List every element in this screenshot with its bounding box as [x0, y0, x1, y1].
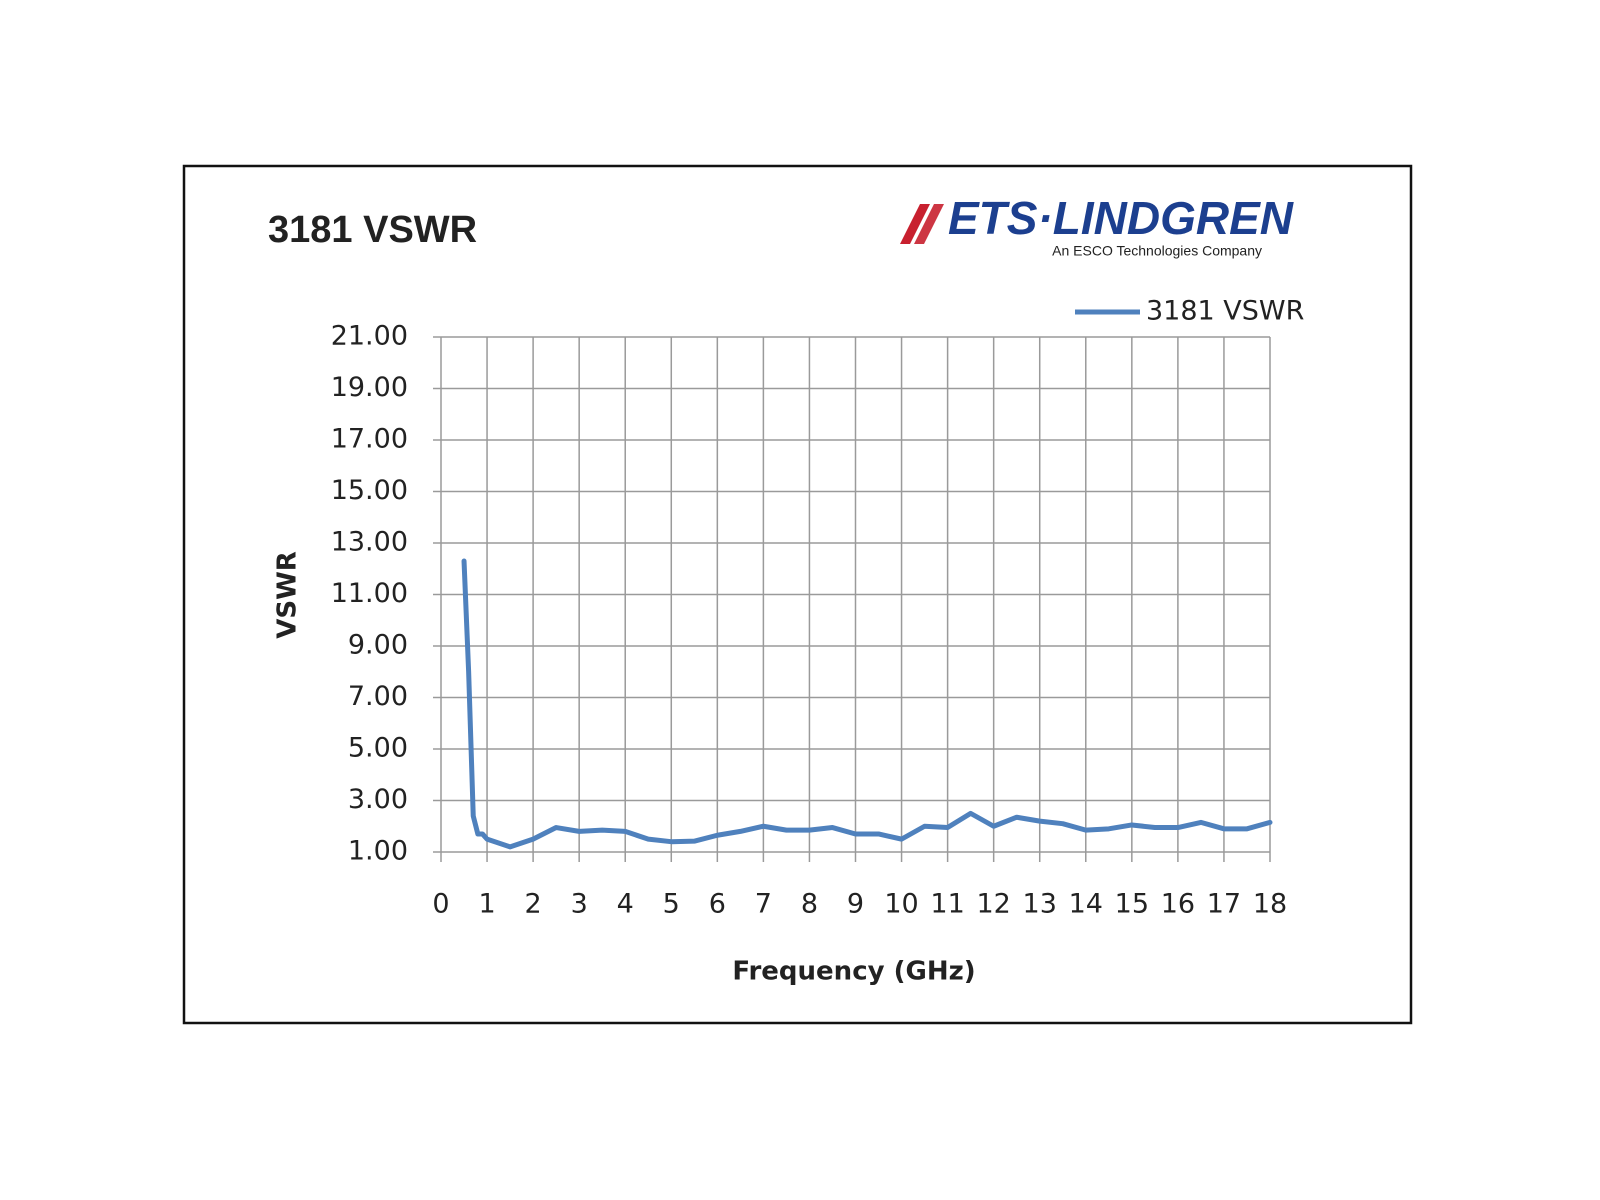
x-tick-label: 14 [1069, 889, 1103, 920]
y-tick-label: 5.00 [348, 733, 408, 764]
x-tick-label: 5 [663, 889, 680, 920]
data-line [461, 558, 1273, 850]
logo-name: ETS·LINDGREN [948, 192, 1294, 244]
y-tick-label: 7.00 [348, 681, 408, 712]
x-tick-label: 1 [478, 889, 495, 920]
y-tick-label: 15.00 [331, 475, 408, 506]
legend-label: 3181 VSWR [1146, 296, 1304, 327]
x-tick-label: 0 [432, 889, 449, 920]
x-tick-label: 9 [847, 889, 864, 920]
logo-tagline: An ESCO Technologies Company [1052, 243, 1262, 259]
x-tick-label: 10 [884, 889, 918, 920]
logo-mark [900, 204, 944, 244]
y-tick-label: 21.00 [331, 321, 408, 352]
y-axis-title: VSWR [273, 551, 303, 639]
x-tick-label: 2 [525, 889, 542, 920]
y-tick-label: 13.00 [331, 527, 408, 558]
x-axis-title: Frequency (GHz) [732, 957, 975, 987]
y-tick-label: 19.00 [331, 372, 408, 403]
x-tick-label: 7 [755, 889, 772, 920]
x-tick-label: 15 [1115, 889, 1149, 920]
x-tick-label: 12 [976, 889, 1010, 920]
y-tick-label: 11.00 [331, 578, 408, 609]
y-tick-label: 9.00 [348, 630, 408, 661]
x-tick-label: 3 [571, 889, 588, 920]
y-tick-label: 3.00 [348, 784, 408, 815]
x-tick-label: 13 [1023, 889, 1057, 920]
x-tick-label: 8 [801, 889, 818, 920]
x-tick-label: 18 [1253, 889, 1287, 920]
x-tick-label: 4 [617, 889, 634, 920]
x-tick-label: 17 [1207, 889, 1241, 920]
chart-title: 3181 VSWR [268, 209, 477, 251]
x-tick-label: 6 [709, 889, 726, 920]
y-tick-label: 1.00 [348, 836, 408, 867]
y-tick-label: 17.00 [331, 424, 408, 455]
x-tick-label: 11 [930, 889, 964, 920]
x-tick-label: 16 [1161, 889, 1195, 920]
